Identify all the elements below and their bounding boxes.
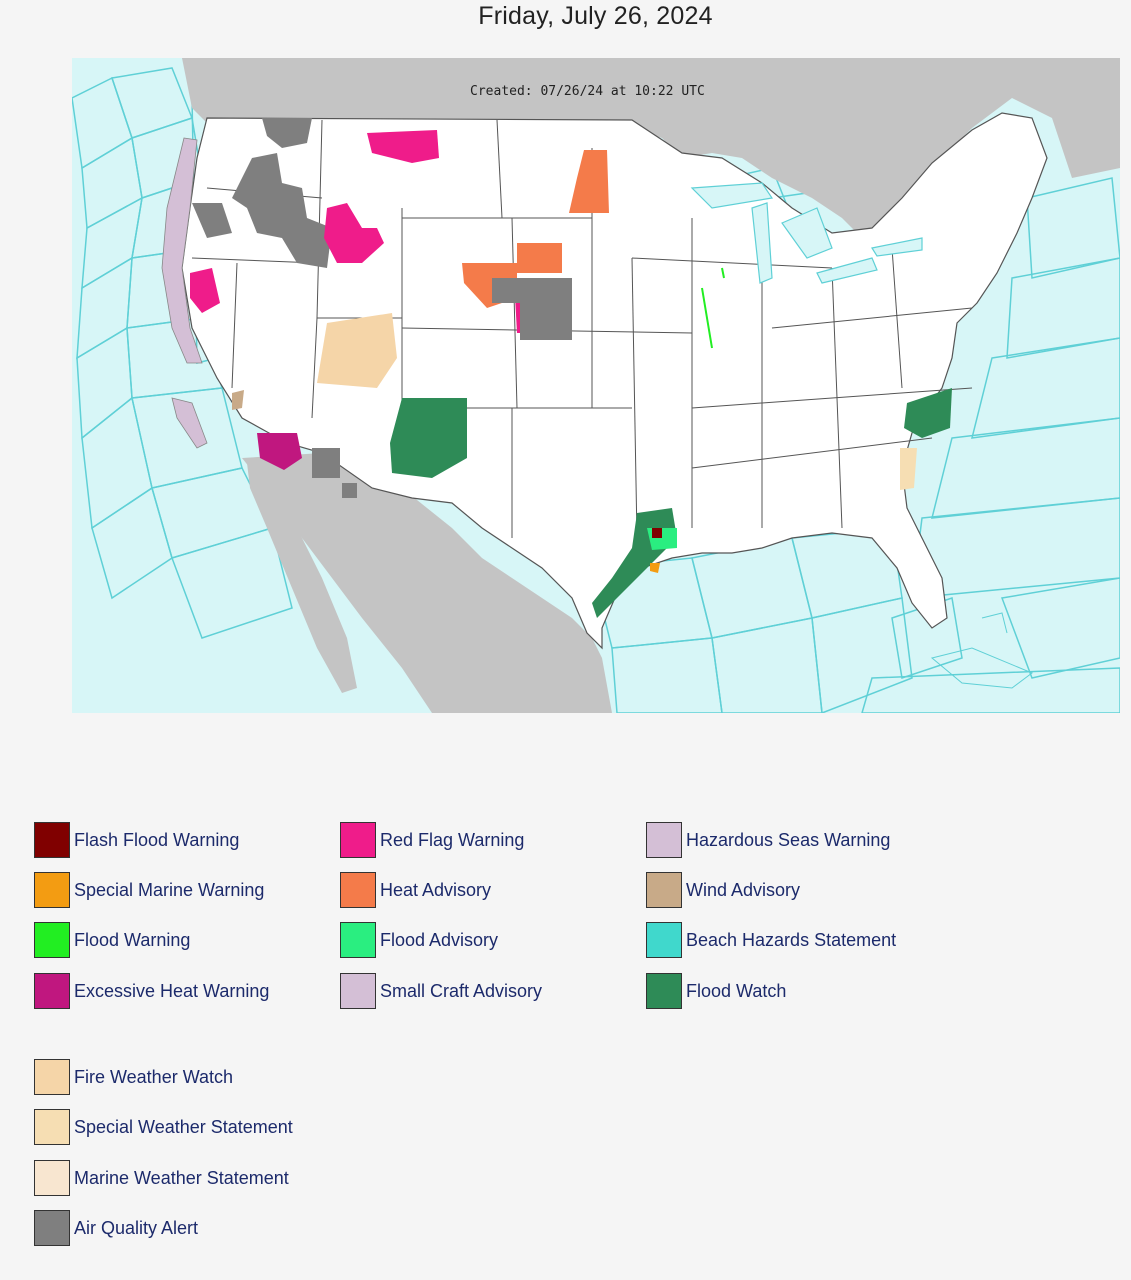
legend-item-fire-weather-watch: Fire Weather Watch xyxy=(34,1058,233,1096)
legend-item-excessive-heat-warning: Excessive Heat Warning xyxy=(34,972,269,1010)
legend-item-hazardous-seas-warning: Hazardous Seas Warning xyxy=(646,821,890,859)
legend-item-flood-advisory: Flood Advisory xyxy=(340,921,498,959)
legend-label: Flood Watch xyxy=(686,980,787,1001)
legend-item-flood-warning: Flood Warning xyxy=(34,921,190,959)
legend-item-beach-hazards-statement: Beach Hazards Statement xyxy=(646,921,896,959)
legend-item-marine-weather-statement: Marine Weather Statement xyxy=(34,1159,289,1197)
legend-swatch xyxy=(340,922,376,958)
legend-item-small-craft-advisory: Small Craft Advisory xyxy=(340,972,542,1010)
legend-label: Heat Advisory xyxy=(380,879,492,900)
legend-swatch xyxy=(34,872,70,908)
legend-swatch xyxy=(646,922,682,958)
legend-label: Excessive Heat Warning xyxy=(74,980,270,1001)
legend-label: Flood Warning xyxy=(74,929,191,950)
legend-swatch xyxy=(646,872,682,908)
legend-swatch xyxy=(34,1210,70,1246)
legend-item-flood-watch: Flood Watch xyxy=(646,972,786,1010)
legend-label: Fire Weather Watch xyxy=(74,1066,234,1087)
legend-item-wind-advisory: Wind Advisory xyxy=(646,871,800,909)
weather-alert-map[interactable]: Created: 07/26/24 at 10:22 UTC xyxy=(72,58,1120,713)
legend-label: Special Marine Warning xyxy=(74,879,265,900)
legend-swatch xyxy=(646,822,682,858)
map-svg xyxy=(72,58,1120,713)
legend-label: Wind Advisory xyxy=(686,879,801,900)
legend-item-red-flag-warning: Red Flag Warning xyxy=(340,821,524,859)
canada-landmass xyxy=(182,58,1120,238)
legend-swatch xyxy=(34,1059,70,1095)
legend-label: Red Flag Warning xyxy=(380,829,525,850)
legend-swatch xyxy=(34,922,70,958)
legend-label: Air Quality Alert xyxy=(74,1217,199,1238)
legend-swatch xyxy=(34,973,70,1009)
legend-label: Beach Hazards Statement xyxy=(686,929,897,950)
legend-label: Marine Weather Statement xyxy=(74,1167,289,1188)
legend-swatch xyxy=(34,822,70,858)
legend-swatch xyxy=(34,1160,70,1196)
great-lakes xyxy=(690,182,923,284)
legend-label: Hazardous Seas Warning xyxy=(686,829,891,850)
legend-label: Special Weather Statement xyxy=(74,1116,293,1137)
baja-landmass xyxy=(247,463,357,693)
legend-swatch xyxy=(646,973,682,1009)
alert-areas xyxy=(161,118,952,618)
legend-item-special-weather-statement: Special Weather Statement xyxy=(34,1108,293,1146)
marine-zones xyxy=(72,67,1120,713)
legend-swatch xyxy=(340,973,376,1009)
caribbean-islands xyxy=(930,612,1033,689)
legend-item-special-marine-warning: Special Marine Warning xyxy=(34,871,264,909)
mexico-landmass xyxy=(242,453,612,713)
legend-item-flash-flood-warning: Flash Flood Warning xyxy=(34,821,239,859)
legend-swatch xyxy=(34,1109,70,1145)
legend-label: Flash Flood Warning xyxy=(74,829,240,850)
legend-swatch xyxy=(340,822,376,858)
legend-label: Flood Advisory xyxy=(380,929,499,950)
page-title: Friday, July 26, 2024 xyxy=(478,2,713,30)
map-created-timestamp: Created: 07/26/24 at 10:22 UTC xyxy=(470,84,705,99)
legend-item-heat-advisory: Heat Advisory xyxy=(340,871,491,909)
legend-item-air-quality-alert: Air Quality Alert xyxy=(34,1209,198,1247)
legend-swatch xyxy=(340,872,376,908)
legend-label: Small Craft Advisory xyxy=(380,980,543,1001)
